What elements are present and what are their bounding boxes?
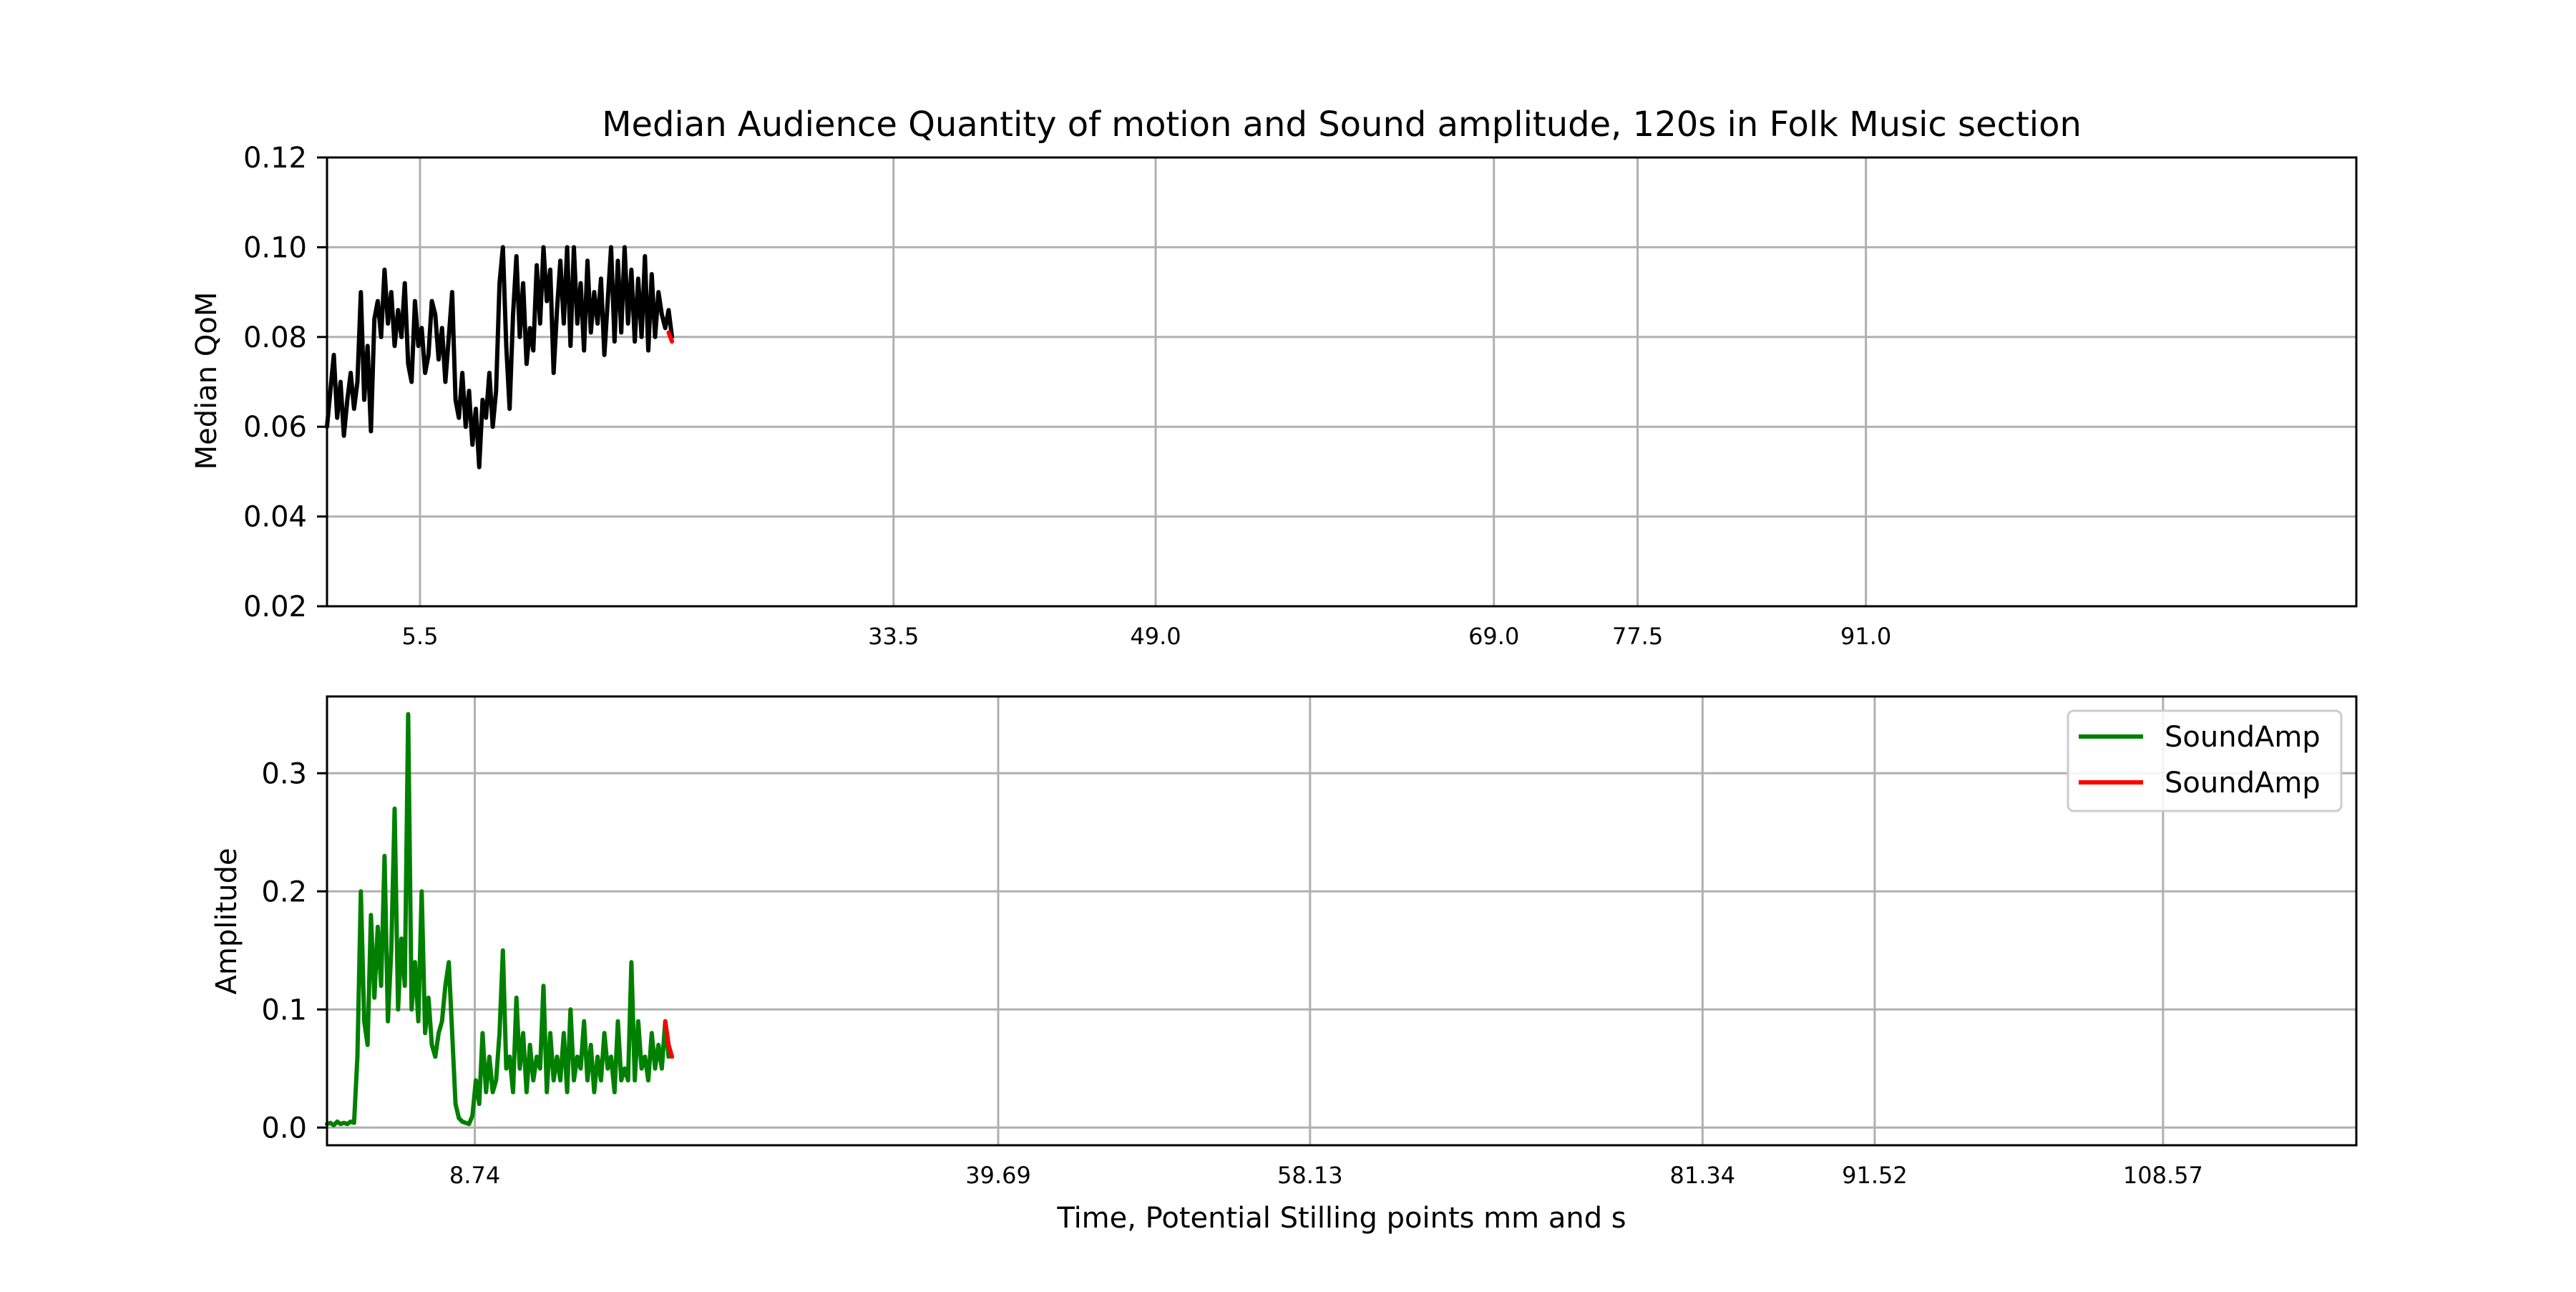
qom-y-tick-label: 0.04	[243, 501, 307, 534]
qom-y-tick-label: 0.08	[243, 321, 307, 354]
amplitude-x-tick-label: 39.69	[965, 1162, 1031, 1189]
qom-y-tick-label: 0.12	[243, 142, 307, 175]
qom-x-tick-label: 91.0	[1840, 623, 1891, 650]
qom-x-tick-label: 49.0	[1130, 623, 1181, 650]
qom-series-line-2	[666, 330, 675, 344]
qom-panel: Median Audience Quantity of motion and S…	[190, 105, 2358, 650]
qom-x-tick-label: 77.5	[1612, 623, 1663, 650]
qom-series	[325, 245, 675, 470]
amplitude-y-axis-label: Amplitude	[210, 848, 243, 995]
qom-x-tick-label: 5.5	[402, 623, 439, 650]
amplitude-y-tick-label: 0.1	[261, 994, 307, 1026]
amplitude-x-tick-label: 91.52	[1842, 1162, 1908, 1189]
amplitude-ticks: 8.74 39.69 58.13 81.34 91.52 108.57 0.0 0.1 0.2 0…	[261, 757, 2202, 1189]
legend-entry-2: SoundAmp	[2165, 767, 2321, 800]
qom-x-tick-label: 33.5	[868, 623, 919, 650]
qom-y-tick-label: 0.02	[243, 591, 307, 623]
qom-y-tick-label: 0.06	[243, 411, 307, 444]
legend-entry-1: SoundAmp	[2165, 721, 2321, 754]
qom-series-line-1	[325, 245, 675, 470]
amplitude-plot-frame	[326, 695, 2358, 1147]
amplitude-y-tick-label: 0.0	[261, 1112, 307, 1145]
amplitude-y-tick-label: 0.3	[261, 757, 307, 790]
amplitude-x-tick-label: 81.34	[1670, 1162, 1736, 1189]
chart-title: Median Audience Quantity of motion and S…	[602, 105, 2082, 145]
amplitude-series-line-1	[325, 711, 671, 1127]
amplitude-y-tick-label: 0.2	[261, 875, 307, 908]
amplitude-series-line-2	[663, 1019, 675, 1059]
qom-y-tick-label: 0.10	[243, 231, 307, 264]
qom-y-axis-label: Median QoM	[190, 292, 223, 470]
qom-x-tick-label: 69.0	[1468, 623, 1519, 650]
amplitude-x-tick-label: 58.13	[1277, 1162, 1343, 1189]
x-axis-label: Time, Potential Stilling points mm and s	[1056, 1202, 1626, 1235]
amplitude-series	[325, 711, 675, 1127]
amplitude-x-tick-label: 108.57	[2123, 1162, 2203, 1189]
amplitude-panel: Amplitude Time, Potential Stilling point…	[210, 695, 2358, 1235]
legend: SoundAmp SoundAmp	[2067, 709, 2343, 812]
qom-ticks: 5.5 33.5 49.0 69.0 77.5 91.0 0.02 0.04 0.06 0.08 0…	[243, 142, 1891, 650]
qom-plot-frame	[326, 156, 2358, 608]
amplitude-x-tick-label: 8.74	[449, 1162, 500, 1189]
